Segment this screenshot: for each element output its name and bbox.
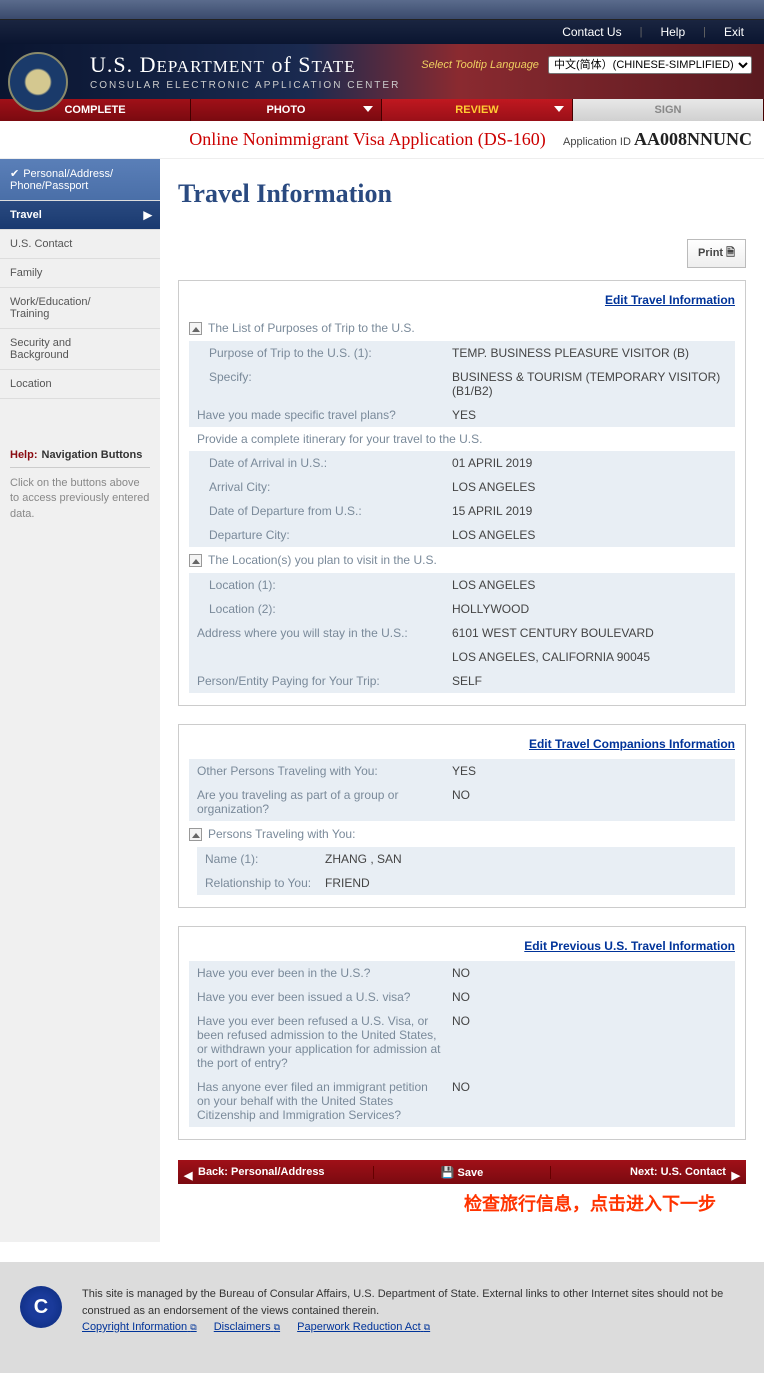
collapse-icon[interactable] <box>189 322 202 335</box>
ceac-subtitle: CONSULAR ELECTRONIC APPLICATION CENTER <box>90 80 400 91</box>
separator: | <box>640 26 643 38</box>
row-specify: Specify:BUSINESS & TOURISM (TEMPORARY VI… <box>189 365 735 403</box>
arrow-left-icon: ◀ <box>184 1169 192 1182</box>
tab-photo[interactable]: PHOTO <box>191 99 382 121</box>
collapse-icon[interactable] <box>189 554 202 567</box>
save-button[interactable]: 💾 Save <box>373 1166 550 1179</box>
header: U.S. DEPARTMENT of STATE CONSULAR ELECTR… <box>0 44 764 99</box>
row-arrival-date: Date of Arrival in U.S.:01 APRIL 2019 <box>189 451 735 475</box>
copyright-link[interactable]: Copyright Information ⧉ <box>82 1321 197 1333</box>
state-dept-seal-icon <box>8 52 68 112</box>
consular-seal-icon: C <box>20 1286 62 1328</box>
disclaimers-link[interactable]: Disclaimers ⧉ <box>214 1321 280 1333</box>
row-arrival-city: Arrival City:LOS ANGELES <box>189 475 735 499</box>
row-payer: Person/Entity Paying for Your Trip:SELF <box>189 669 735 693</box>
row-itinerary-header: Provide a complete itinerary for your tr… <box>189 427 735 451</box>
help-text: Click on the buttons above to access pre… <box>10 476 150 522</box>
section-purposes-header: The List of Purposes of Trip to the U.S. <box>189 315 735 341</box>
page-title: Travel Information <box>178 179 746 209</box>
department-title: U.S. DEPARTMENT of STATE <box>90 52 400 78</box>
row-companion-name: Name (1):ZHANG , SAN <box>197 847 735 871</box>
language-selector: Select Tooltip Language 中文(简体）(CHINESE-S… <box>421 56 752 74</box>
back-button[interactable]: ◀Back: Personal/Address <box>178 1166 373 1178</box>
app-banner: Online Nonimmigrant Visa Application (DS… <box>0 121 764 159</box>
application-id: Application ID AA008NNUNC <box>563 129 752 150</box>
check-icon: ✔ <box>10 168 19 180</box>
footer: C This site is managed by the Bureau of … <box>0 1262 764 1360</box>
sidebar-item-location[interactable]: Location <box>0 370 160 399</box>
row-prev-us: Have you ever been in the U.S.?NO <box>189 961 735 985</box>
footer-disclaimer: This site is managed by the Bureau of Co… <box>82 1286 744 1319</box>
bottom-nav: ◀Back: Personal/Address 💾 Save Next: U.S… <box>178 1160 746 1184</box>
caret-down-icon <box>363 106 373 112</box>
sidebar-item-travel[interactable]: Travel▶ <box>0 201 160 230</box>
previous-travel-card: Edit Previous U.S. Travel Information Ha… <box>178 926 746 1140</box>
row-departure-date: Date of Departure from U.S.:15 APRIL 201… <box>189 499 735 523</box>
annotation-text: 检查旅行信息，点击进入下一步 <box>178 1184 746 1222</box>
sidebar-item-work[interactable]: Work/Education/ Training <box>0 288 160 329</box>
help-subtitle: Navigation Buttons <box>42 449 143 461</box>
browser-chrome-bar <box>0 0 764 20</box>
sidebar-item-us-contact[interactable]: U.S. Contact <box>0 230 160 259</box>
section-locations-header: The Location(s) you plan to visit in the… <box>189 547 735 573</box>
row-others: Other Persons Traveling with You:YES <box>189 759 735 783</box>
row-petition: Has anyone ever filed an immigrant petit… <box>189 1075 735 1127</box>
external-link-icon: ⧉ <box>424 1322 430 1332</box>
row-departure-city: Departure City:LOS ANGELES <box>189 523 735 547</box>
arrow-right-icon: ▶ <box>732 1169 740 1182</box>
row-companion-relationship: Relationship to You:FRIEND <box>197 871 735 895</box>
edit-previous-travel-link[interactable]: Edit Previous U.S. Travel Information <box>189 939 735 953</box>
contact-us-link[interactable]: Contact Us <box>562 25 621 39</box>
edit-companions-link[interactable]: Edit Travel Companions Information <box>189 737 735 751</box>
tab-sign[interactable]: SIGN <box>573 99 764 121</box>
exit-link[interactable]: Exit <box>724 25 744 39</box>
row-location-2: Location (2):HOLLYWOOD <box>189 597 735 621</box>
collapse-icon[interactable] <box>189 828 202 841</box>
form-title: Online Nonimmigrant Visa Application (DS… <box>189 129 546 150</box>
top-links: Contact Us | Help | Exit <box>0 20 764 44</box>
external-link-icon: ⧉ <box>274 1322 280 1332</box>
help-box: Help: Navigation Buttons Click on the but… <box>0 439 160 532</box>
main-content: Travel Information Print 🗎 Edit Travel I… <box>160 159 764 1242</box>
section-persons-header: Persons Traveling with You: <box>189 821 735 847</box>
row-plans: Have you made specific travel plans?YES <box>189 403 735 427</box>
sidebar: ✔Personal/Address/ Phone/Passport Travel… <box>0 159 160 1242</box>
travel-info-card: Edit Travel Information The List of Purp… <box>178 280 746 706</box>
row-address-2: LOS ANGELES, CALIFORNIA 90045 <box>189 645 735 669</box>
row-prev-visa: Have you ever been issued a U.S. visa?NO <box>189 985 735 1009</box>
arrow-right-icon: ▶ <box>144 209 152 222</box>
next-button[interactable]: Next: U.S. Contact▶ <box>551 1166 746 1178</box>
language-select[interactable]: 中文(简体）(CHINESE-SIMPLIFIED) <box>548 56 752 74</box>
language-label: Select Tooltip Language <box>421 59 539 71</box>
progress-tabs: COMPLETE PHOTO REVIEW SIGN <box>0 99 764 121</box>
caret-down-icon <box>554 106 564 112</box>
header-text: U.S. DEPARTMENT of STATE CONSULAR ELECTR… <box>90 52 400 91</box>
edit-travel-info-link[interactable]: Edit Travel Information <box>189 293 735 307</box>
row-purpose: Purpose of Trip to the U.S. (1):TEMP. BU… <box>189 341 735 365</box>
paperwork-link[interactable]: Paperwork Reduction Act ⧉ <box>297 1321 430 1333</box>
tab-review[interactable]: REVIEW <box>382 99 573 121</box>
row-address: Address where you will stay in the U.S.:… <box>189 621 735 645</box>
row-group: Are you traveling as part of a group or … <box>189 783 735 821</box>
separator: | <box>703 26 706 38</box>
sidebar-item-security[interactable]: Security and Background <box>0 329 160 370</box>
companions-card: Edit Travel Companions Information Other… <box>178 724 746 908</box>
external-link-icon: ⧉ <box>190 1322 196 1332</box>
row-refused: Have you ever been refused a U.S. Visa, … <box>189 1009 735 1075</box>
print-button[interactable]: Print 🗎 <box>687 239 746 268</box>
sidebar-item-personal[interactable]: ✔Personal/Address/ Phone/Passport <box>0 159 160 201</box>
help-title: Help: <box>10 449 38 461</box>
sidebar-item-family[interactable]: Family <box>0 259 160 288</box>
row-location-1: Location (1):LOS ANGELES <box>189 573 735 597</box>
help-link[interactable]: Help <box>660 25 685 39</box>
